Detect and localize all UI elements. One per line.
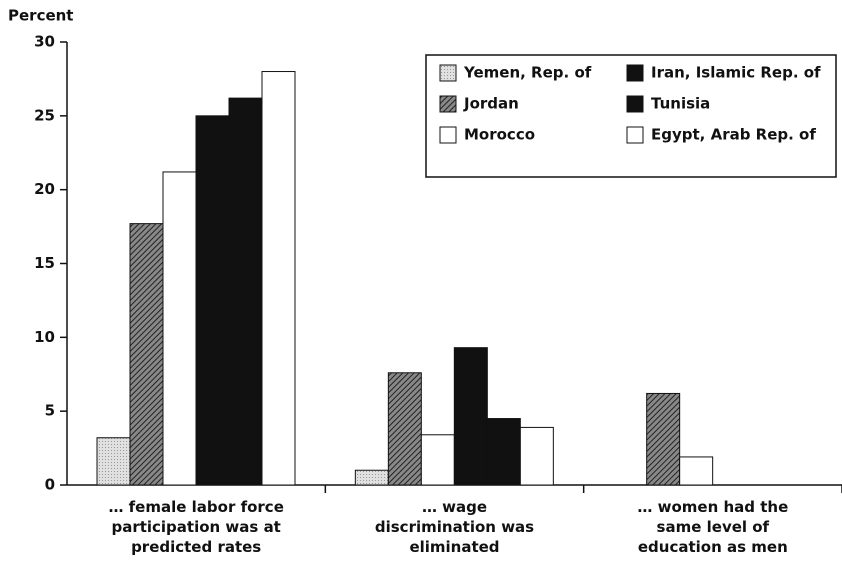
bar	[646, 392, 681, 486]
bar	[486, 418, 521, 486]
y-tick-label: 15	[34, 254, 55, 272]
y-tick-label: 5	[45, 402, 55, 420]
bar	[228, 97, 263, 486]
legend-swatch	[626, 64, 644, 82]
x-tick-label: … wage discrimination was eliminated	[374, 498, 535, 556]
y-tick-label: 10	[34, 328, 55, 346]
y-tick-label: 30	[34, 33, 55, 51]
bar	[420, 434, 455, 486]
legend-label: Egypt, Arab Rep. of	[651, 126, 816, 144]
y-axis-label: Percent	[8, 7, 73, 25]
bar	[96, 437, 131, 486]
legend-swatch	[439, 64, 457, 82]
bar	[162, 171, 197, 486]
y-tick-label: 25	[34, 106, 55, 124]
y-tick-label: 20	[34, 180, 55, 198]
legend-label: Tunisia	[651, 95, 710, 113]
legend-swatch	[626, 95, 644, 113]
bar	[387, 372, 422, 486]
bar	[195, 115, 230, 486]
x-tick-label: … female labor force participation was a…	[108, 498, 284, 556]
bar	[519, 426, 554, 486]
legend-swatch	[439, 95, 457, 113]
legend-swatch	[439, 126, 457, 144]
bar	[129, 223, 164, 486]
legend-swatch	[626, 126, 644, 144]
bar	[354, 469, 389, 486]
legend-label: Iran, Islamic Rep. of	[651, 64, 821, 82]
y-tick-label: 0	[45, 476, 55, 494]
legend-label: Yemen, Rep. of	[463, 64, 592, 82]
bar	[453, 347, 488, 486]
bar	[679, 456, 714, 486]
bar	[261, 71, 296, 486]
x-tick-label: … women had the same level of education …	[637, 498, 789, 556]
legend-label: Jordan	[463, 95, 519, 113]
legend-label: Morocco	[464, 126, 535, 144]
